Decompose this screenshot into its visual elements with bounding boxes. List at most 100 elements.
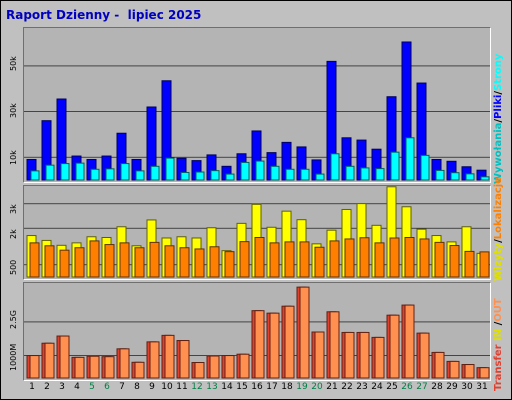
x-tick-label: 18 (281, 382, 293, 392)
x-tick-label: 16 (251, 382, 263, 392)
x-tick-label: 23 (356, 382, 368, 392)
sites-bar (194, 248, 205, 278)
sites-bar (389, 237, 400, 278)
y-tick-label: 1000M (9, 343, 18, 371)
transfer-out-bar (329, 311, 340, 379)
transfer-out-bar (149, 341, 160, 379)
transfer-out-bar (404, 304, 415, 379)
sites-bar (464, 250, 475, 278)
sites-bar (149, 241, 160, 278)
y-tick-label: 2.5G (9, 310, 18, 329)
transfer-out-bar (449, 360, 460, 379)
sites-bar (479, 251, 490, 278)
sites-bar (224, 251, 235, 278)
sites-bar (44, 245, 55, 278)
visits-sites-panel (23, 185, 491, 280)
files-bar (135, 170, 145, 181)
x-tick-label: 14 (221, 382, 233, 392)
x-tick-label: 27 (416, 382, 428, 392)
legend-pages: Strony (493, 53, 504, 91)
sites-bar (254, 236, 265, 278)
sites-bar (284, 241, 295, 278)
x-tick-label: 1 (29, 382, 35, 392)
transfer-out-bar (164, 334, 175, 379)
files-bar (270, 165, 280, 181)
x-tick-label: 9 (149, 382, 155, 392)
x-tick-label: 7 (119, 382, 125, 392)
files-bar (330, 153, 340, 181)
sites-bar (134, 247, 145, 278)
x-tick-label: 31 (476, 382, 488, 392)
files-bar (300, 168, 310, 181)
files-bar (465, 173, 475, 181)
x-tick-label: 4 (74, 382, 80, 392)
files-bar (90, 168, 100, 181)
x-tick-label: 29 (446, 382, 458, 392)
sites-bar (29, 242, 40, 278)
files-bar (480, 176, 490, 181)
x-tick-label: 13 (206, 382, 218, 392)
legend-separator: / (493, 239, 504, 243)
transfer-out-bar (434, 351, 445, 379)
transfer-out-bar (299, 286, 310, 379)
transfer-out-bar (314, 331, 325, 379)
transfer-out-bar (269, 312, 280, 379)
legend-in: IN (493, 325, 504, 345)
sites-bar (164, 245, 175, 278)
visits-chart (24, 186, 490, 278)
sites-bar (119, 242, 130, 278)
files-bar (345, 165, 355, 181)
x-tick-label: 19 (296, 382, 308, 392)
sites-bar (89, 240, 100, 278)
files-bar (315, 173, 325, 181)
transfer-out-bar (44, 342, 55, 379)
sites-bar (179, 247, 190, 278)
x-tick-label: 22 (341, 382, 353, 392)
files-bar (105, 168, 115, 181)
files-bar (240, 161, 250, 181)
files-bar (435, 169, 445, 181)
transfer-out-bar (419, 332, 430, 379)
transfer-out-bar (239, 353, 250, 379)
x-tick-label: 26 (401, 382, 413, 392)
sites-bar (314, 246, 325, 278)
files-bar (285, 168, 295, 181)
sites-bar (299, 241, 310, 278)
transfer-out-bar (179, 340, 190, 379)
x-tick-label: 10 (161, 382, 173, 392)
x-tick-label: 17 (266, 382, 278, 392)
transfer-out-bar (209, 355, 220, 379)
sites-bar (419, 238, 430, 278)
files-bar (75, 162, 85, 181)
sites-bar (269, 242, 280, 278)
sites-bar (374, 242, 385, 278)
sites-bar (74, 247, 85, 278)
hits-files-pages-panel (23, 27, 491, 183)
transfer-out-bar (104, 356, 115, 379)
x-tick-label: 24 (371, 382, 383, 392)
x-tick-label: 30 (461, 382, 473, 392)
x-tick-label: 20 (311, 382, 323, 392)
legend-separator: / (493, 321, 504, 326)
files-bar (150, 165, 160, 181)
legend: Wywołania/Pliki/Strony Wizyty/Lokalizacj… (493, 26, 511, 391)
transfer-panel (23, 282, 491, 381)
files-bar (30, 170, 40, 181)
legend-hits: Wywołania (493, 122, 504, 184)
y-tick-label: 30k (9, 103, 18, 118)
files-bar (450, 172, 460, 181)
files-bar (390, 151, 400, 181)
x-tick-label: 11 (176, 382, 188, 392)
y-tick-label: 500 (9, 259, 18, 275)
page-title: Raport Dzienny - lipiec 2025 (6, 8, 202, 22)
transfer-out-bar (389, 314, 400, 379)
sites-bar (449, 245, 460, 278)
transfer-out-bar (479, 367, 490, 379)
x-tick-label: 6 (104, 382, 110, 392)
x-tick-label: 8 (134, 382, 140, 392)
files-bar (210, 170, 220, 181)
transfer-out-bar (254, 310, 265, 379)
transfer-out-bar (74, 356, 85, 379)
files-bar (375, 168, 385, 181)
